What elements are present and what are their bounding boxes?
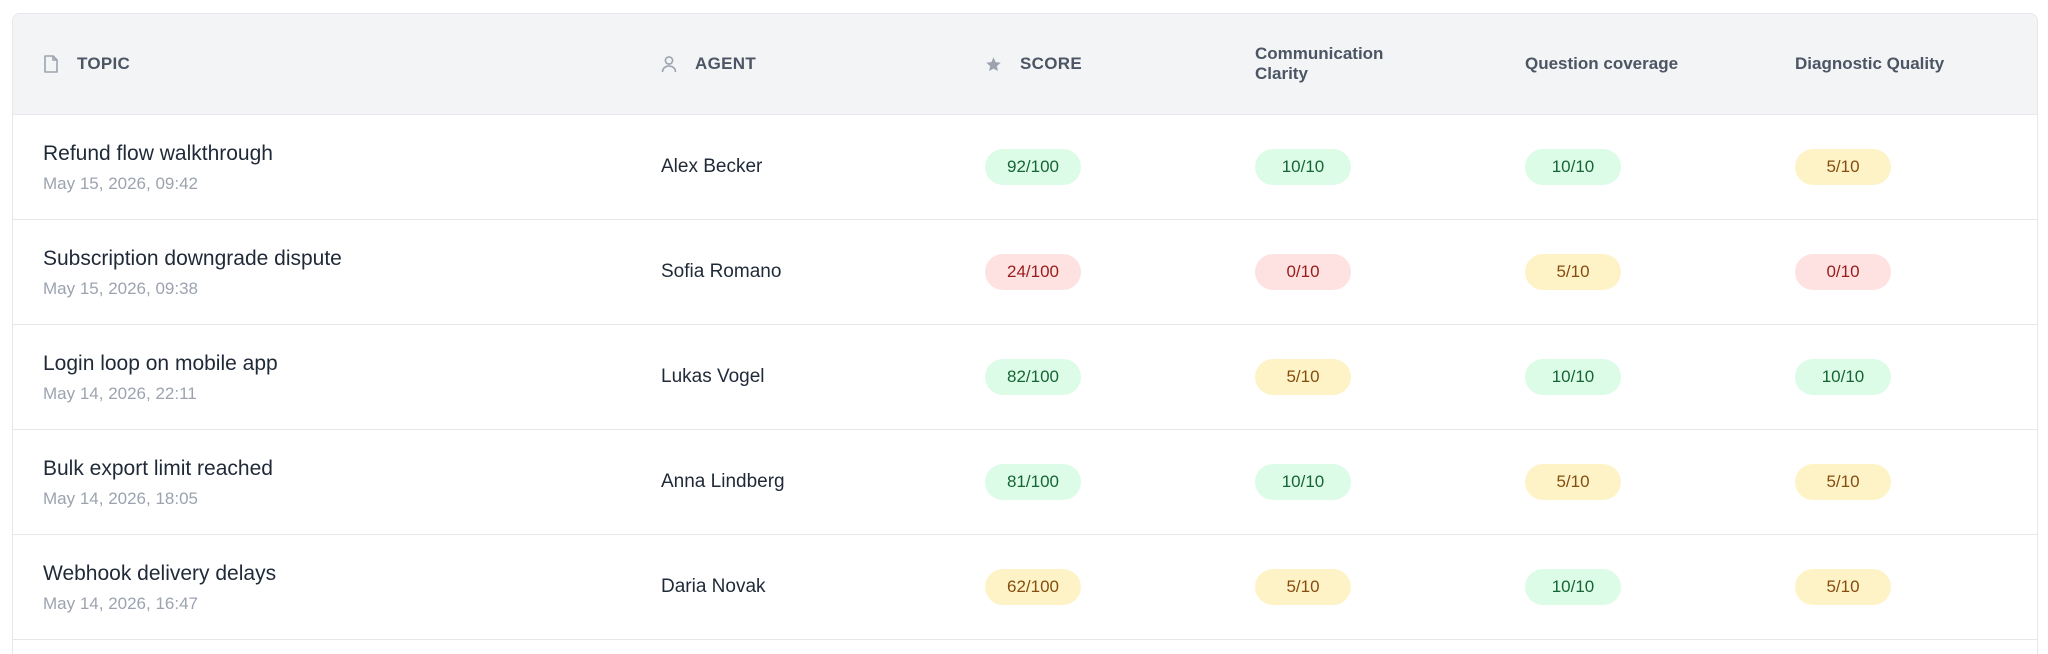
score-cell: 82/100 [985, 325, 1081, 429]
communication-clarity-cell: 0/10 [1255, 220, 1351, 324]
topic-title[interactable]: Refund flow walkthrough [43, 142, 273, 165]
table-row[interactable]: Bulk export limit reached May 14, 2026, … [13, 430, 2037, 535]
agent-name: Daria Novak [661, 576, 766, 597]
topic-cell: Refund flow walkthrough May 15, 2026, 09… [43, 115, 273, 219]
topic-title[interactable]: Subscription downgrade dispute [43, 247, 342, 270]
communication-clarity-cell: 10/10 [1255, 430, 1351, 534]
communication-clarity-badge: 5/10 [1255, 359, 1351, 395]
diagnostic-quality-badge: 0/10 [1795, 254, 1891, 290]
column-header-diagnostic-quality[interactable]: Diagnostic Quality [1795, 14, 1944, 114]
score-badge: 92/100 [985, 149, 1081, 185]
topic-title[interactable]: Bulk export limit reached [43, 457, 273, 480]
agent-cell: Sofia Romano [661, 220, 781, 324]
question-coverage-cell: 10/10 [1525, 325, 1621, 429]
question-coverage-cell: 10/10 [1525, 115, 1621, 219]
column-header-label: Diagnostic Quality [1795, 54, 1945, 73]
agent-cell: Daria Novak [661, 535, 766, 639]
communication-clarity-cell: 5/10 [1255, 535, 1351, 639]
column-header-label: AGENT [695, 54, 756, 73]
evaluations-table: TOPIC AGENT SCORE Communication Clarity … [12, 13, 2038, 654]
star-icon [985, 56, 1002, 73]
communication-clarity-badge: 5/10 [1255, 569, 1351, 605]
question-coverage-badge: 10/10 [1525, 569, 1621, 605]
agent-name: Anna Lindberg [661, 471, 785, 492]
communication-clarity-badge: 10/10 [1255, 149, 1351, 185]
score-cell: 24/100 [985, 220, 1081, 324]
column-header-label: SCORE [1020, 54, 1082, 73]
diagnostic-quality-cell: 5/10 [1795, 115, 1891, 219]
topic-cell: Subscription downgrade dispute May 15, 2… [43, 220, 342, 324]
topic-date: May 15, 2026, 09:42 [43, 174, 199, 193]
table-row[interactable]: Login loop on mobile app May 14, 2026, 2… [13, 325, 2037, 430]
agent-cell: Alex Becker [661, 115, 762, 219]
column-header-label: TOPIC [77, 54, 131, 73]
column-header-topic[interactable]: TOPIC [43, 14, 130, 114]
topic-title[interactable]: Webhook delivery delays [43, 562, 277, 585]
diagnostic-quality-badge: 5/10 [1795, 149, 1891, 185]
agent-cell: Anna Lindberg [661, 430, 785, 534]
question-coverage-badge: 5/10 [1525, 254, 1621, 290]
topic-cell: Bulk export limit reached May 14, 2026, … [43, 430, 273, 534]
score-cell: 62/100 [985, 535, 1081, 639]
question-coverage-badge: 10/10 [1525, 149, 1621, 185]
question-coverage-cell: 5/10 [1525, 430, 1621, 534]
score-badge: 62/100 [985, 569, 1081, 605]
diagnostic-quality-badge: 10/10 [1795, 359, 1891, 395]
question-coverage-cell: 5/10 [1525, 220, 1621, 324]
topic-cell: Login loop on mobile app May 14, 2026, 2… [43, 325, 278, 429]
topic-date: May 14, 2026, 18:05 [43, 489, 199, 508]
table-row[interactable]: Subscription downgrade dispute May 15, 2… [13, 220, 2037, 325]
topic-date: May 14, 2026, 22:11 [43, 384, 197, 403]
topic-date: May 14, 2026, 16:47 [43, 594, 199, 613]
agent-name: Alex Becker [661, 156, 763, 177]
score-cell: 81/100 [985, 430, 1081, 534]
table-body: Refund flow walkthrough May 15, 2026, 09… [13, 115, 2037, 640]
communication-clarity-cell: 5/10 [1255, 325, 1351, 429]
column-header-communication-clarity[interactable]: Communication Clarity [1255, 14, 1415, 114]
question-coverage-cell: 10/10 [1525, 535, 1621, 639]
diagnostic-quality-cell: 5/10 [1795, 535, 1891, 639]
diagnostic-quality-badge: 5/10 [1795, 464, 1891, 500]
communication-clarity-badge: 10/10 [1255, 464, 1351, 500]
column-header-label: Communication Clarity [1255, 44, 1384, 83]
table-header: TOPIC AGENT SCORE Communication Clarity … [13, 14, 2037, 115]
diagnostic-quality-cell: 0/10 [1795, 220, 1891, 324]
table-row[interactable]: Webhook delivery delays May 14, 2026, 16… [13, 535, 2037, 640]
question-coverage-badge: 5/10 [1525, 464, 1621, 500]
agent-name: Sofia Romano [661, 261, 782, 282]
document-icon [43, 55, 59, 73]
table-row[interactable]: Refund flow walkthrough May 15, 2026, 09… [13, 115, 2037, 220]
diagnostic-quality-badge: 5/10 [1795, 569, 1891, 605]
score-cell: 92/100 [985, 115, 1081, 219]
topic-cell: Webhook delivery delays May 14, 2026, 16… [43, 535, 276, 639]
communication-clarity-cell: 10/10 [1255, 115, 1351, 219]
score-badge: 82/100 [985, 359, 1081, 395]
user-icon [661, 55, 677, 73]
question-coverage-badge: 10/10 [1525, 359, 1621, 395]
agent-name: Lukas Vogel [661, 366, 765, 387]
topic-title[interactable]: Login loop on mobile app [43, 352, 278, 375]
communication-clarity-badge: 0/10 [1255, 254, 1351, 290]
column-header-agent[interactable]: AGENT [661, 14, 756, 114]
diagnostic-quality-cell: 10/10 [1795, 325, 1891, 429]
column-header-question-coverage[interactable]: Question coverage [1525, 14, 1678, 114]
column-header-score[interactable]: SCORE [985, 14, 1082, 114]
score-badge: 24/100 [985, 254, 1081, 290]
score-badge: 81/100 [985, 464, 1081, 500]
agent-cell: Lukas Vogel [661, 325, 765, 429]
topic-date: May 15, 2026, 09:38 [43, 279, 199, 298]
diagnostic-quality-cell: 5/10 [1795, 430, 1891, 534]
column-header-label: Question coverage [1525, 54, 1679, 73]
